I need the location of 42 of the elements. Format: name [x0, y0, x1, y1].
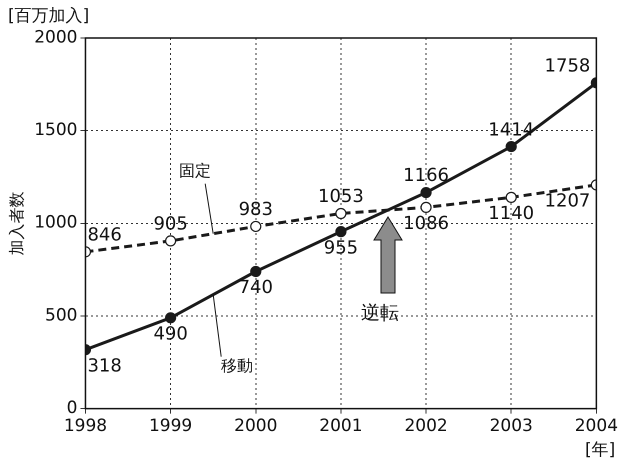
- data-label: 905: [153, 214, 188, 235]
- point: [165, 312, 176, 324]
- point: [250, 266, 262, 278]
- point: [506, 192, 517, 203]
- point: [420, 202, 432, 213]
- y-axis-title: 加入者数: [6, 191, 26, 256]
- data-label: 983: [238, 199, 273, 220]
- y-tick-label: 1500: [34, 120, 78, 140]
- data-label: 1053: [318, 186, 364, 208]
- point: [250, 220, 262, 232]
- data-label: 490: [153, 323, 188, 344]
- data-label: 1140: [488, 203, 534, 224]
- point: [335, 208, 347, 220]
- data-label: 1166: [403, 165, 449, 186]
- point: [335, 226, 347, 238]
- x-tick-label: 2002: [404, 416, 448, 436]
- text: [百万加入]: [8, 5, 90, 27]
- text: 固定: [179, 160, 212, 180]
- x-tick-label: 2003: [490, 416, 533, 436]
- data-label: 318: [87, 355, 122, 376]
- x-tick-label: 2001: [319, 416, 363, 436]
- point: [420, 186, 432, 198]
- annotation: 逆転: [360, 301, 399, 326]
- point: [165, 235, 176, 247]
- data-label: 955: [324, 237, 358, 258]
- y-tick-label: 0: [66, 398, 78, 418]
- y-tick-label: 2000: [34, 27, 78, 48]
- x-tick-label: 2004: [574, 416, 618, 436]
- data-label: 846: [87, 224, 122, 246]
- data-label: 1414: [488, 119, 534, 140]
- x-tick-label: 1999: [148, 416, 192, 436]
- y-tick-label: 500: [45, 305, 78, 326]
- data-label: 1207: [544, 190, 590, 212]
- point: [506, 140, 517, 152]
- x-tick-label: 2000: [234, 416, 278, 436]
- x-tick-label: 1998: [64, 416, 108, 436]
- text: 移動: [221, 356, 254, 375]
- data-label: 1758: [544, 56, 590, 77]
- data-label: 1086: [403, 213, 449, 234]
- text: [年]: [585, 439, 616, 461]
- y-tick-label: 1000: [34, 212, 78, 233]
- data-label: 740: [238, 277, 273, 298]
